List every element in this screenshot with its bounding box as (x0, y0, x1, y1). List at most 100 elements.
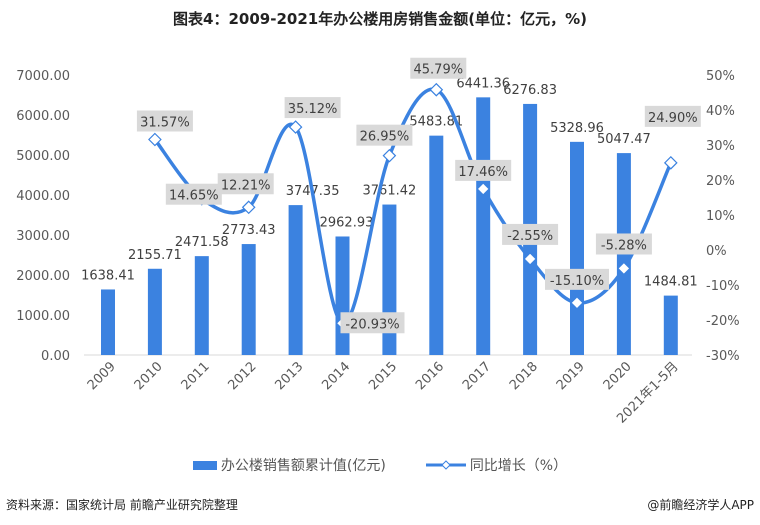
x-tick-label: 2017 (460, 359, 494, 393)
bar-value-label: 2962.93 (320, 215, 374, 230)
growth-label-box (595, 233, 652, 255)
growth-value-label: -2.55% (502, 223, 559, 245)
growth-label-box (136, 110, 193, 132)
growth-label-box (644, 105, 701, 127)
y-left-tick-label: 3000.00 (16, 229, 70, 244)
growth-label-text: -2.55% (507, 229, 553, 244)
growth-point-marker (288, 120, 303, 134)
bar-value-label: 2471.58 (175, 235, 229, 250)
growth-point-marker (382, 148, 397, 163)
x-tick-label: 2013 (272, 359, 306, 393)
growth-label-box (410, 57, 467, 79)
growth-label-text: 45.79% (414, 63, 464, 78)
y-right-tick-label: 40% (706, 104, 735, 119)
growth-label-text: -5.28% (601, 238, 647, 253)
bar-value-label: 6276.83 (503, 83, 557, 98)
growth-label-text: 12.21% (221, 178, 271, 193)
growth-point-marker (663, 156, 678, 170)
x-tick-label: 2018 (507, 359, 541, 393)
growth-value-label: 31.57% (136, 110, 193, 132)
bar-value-label: 3761.42 (363, 184, 417, 199)
y-right-tick-label: 30% (706, 139, 735, 154)
growth-label-box (340, 312, 405, 334)
bar-value-label: 2773.43 (222, 223, 276, 238)
growth-label-box (284, 97, 341, 119)
growth-point-marker (570, 296, 584, 310)
bar (101, 289, 115, 355)
bar (241, 244, 256, 355)
chart: 0.00 1000.00 2000.00 3000.00 4000.00 5000.00 6… (16, 57, 740, 427)
x-tick-label: 2009 (85, 359, 119, 393)
growth-label-text: -20.93% (345, 317, 399, 332)
growth-label-text: 24.90% (648, 111, 698, 126)
bar (570, 141, 584, 355)
y-left-tick-label: 2000.00 (16, 269, 70, 284)
growth-point-marker (476, 182, 491, 196)
growth-point-marker (148, 132, 162, 147)
source-note: 资料来源：国家统计局 前瞻产业研究院整理 (6, 498, 238, 512)
growth-value-label: 17.46% (455, 159, 512, 181)
bar-value-label: 5328.96 (550, 121, 604, 136)
growth-point-marker (241, 200, 256, 215)
bar (476, 97, 491, 356)
growth-label-text: -15.10% (550, 274, 604, 289)
bar (147, 268, 162, 355)
legend: 办公楼销售额累计值(亿元) 同比增长（%） (0, 455, 760, 475)
y-left-tick-label: 5000.00 (16, 149, 70, 164)
y-left-tick-label: 0.00 (41, 349, 70, 364)
growth-value-label: 24.90% (644, 105, 701, 127)
growth-label-text: 35.12% (288, 102, 338, 117)
growth-label-box (545, 268, 609, 290)
y-right-tick-label: -20% (706, 314, 740, 329)
growth-point-marker (617, 261, 631, 276)
y-left-tick-label: 7000.00 (16, 69, 70, 84)
growth-value-label: -20.93% (340, 312, 405, 334)
bar (663, 295, 678, 355)
growth-label-box (356, 124, 413, 146)
bar (194, 256, 209, 355)
x-tick-label: 2011 (179, 359, 213, 393)
growth-value-label: 12.21% (217, 173, 274, 195)
legend-line-label: 同比增长（%） (469, 458, 568, 474)
legend-line-swatch (425, 460, 466, 470)
growth-label-box (455, 159, 512, 181)
growth-value-label: -5.28% (595, 233, 652, 255)
growth-label-text: 17.46% (458, 165, 508, 180)
bar-value-label: 2155.71 (128, 248, 182, 263)
bar (335, 236, 350, 355)
legend-bar-swatch (192, 460, 217, 470)
y-left-tick-label: 4000.00 (16, 189, 70, 204)
y-left-tick-label: 1000.00 (16, 309, 70, 324)
growth-label-box (502, 223, 559, 245)
bar-value-label: 5483.81 (409, 115, 463, 130)
bar (288, 205, 303, 355)
growth-value-label: 45.79% (410, 57, 467, 79)
y-right-tick-label: -10% (706, 279, 740, 294)
bar-value-label: 1638.41 (81, 268, 135, 283)
chart-title: 图表4：2009-2021年办公楼用房销售金额(单位：亿元，%) (173, 10, 587, 28)
credit: @前瞻经济学人APP (647, 498, 754, 512)
legend-item-bar: 办公楼销售额累计值(亿元) (192, 455, 386, 475)
legend-bar-label: 办公楼销售额累计值(亿元) (220, 458, 386, 474)
bar (429, 135, 444, 355)
y-left-tick-label: 6000.00 (16, 109, 70, 124)
bar-value-label: 6441.36 (456, 76, 510, 91)
growth-value-label: 35.12% (284, 97, 341, 119)
y-right-tick-label: 50% (706, 69, 735, 84)
bar-value-label: 5047.47 (597, 132, 651, 147)
x-tick-label: 2020 (601, 359, 635, 393)
y-right-tick-label: 10% (706, 209, 735, 224)
growth-value-label: 26.95% (356, 124, 413, 146)
growth-label-text: 31.57% (140, 116, 190, 131)
growth-label-text: 14.65% (169, 189, 219, 204)
bar-value-label: 1484.81 (644, 275, 698, 290)
y-right-tick-label: -30% (706, 349, 740, 364)
growth-value-label: 14.65% (165, 183, 222, 205)
y-right-tick-label: 0% (706, 244, 727, 259)
growth-label-text: 26.95% (360, 130, 410, 145)
x-tick-label: 2010 (132, 359, 166, 393)
growth-point-marker (523, 252, 537, 266)
legend-item-line: 同比增长（%） (425, 455, 568, 475)
growth-label-box (165, 183, 222, 205)
x-tick-label: 2014 (319, 359, 353, 393)
